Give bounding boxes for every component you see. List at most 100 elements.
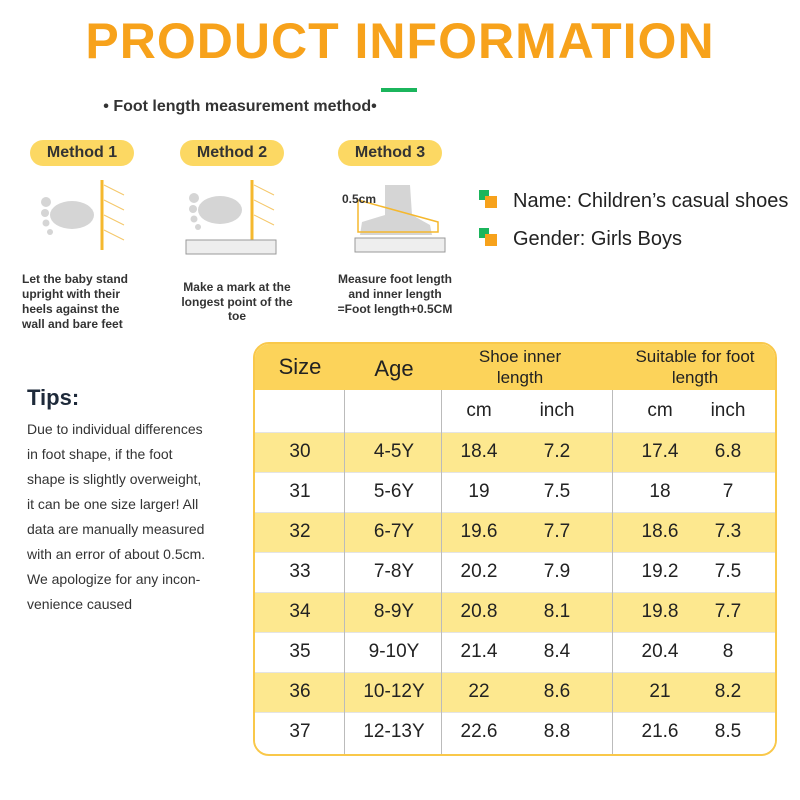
table-cell: 33 [289, 561, 311, 582]
method-text: heels against the [22, 302, 120, 316]
table-cell: 7.5 [543, 481, 571, 502]
row-bg [255, 512, 775, 553]
tip-text: in foot shape, if the foot [27, 446, 173, 462]
unit-cell: inch [710, 400, 746, 421]
table-cell: 21 [649, 681, 671, 702]
table-cell: 7.5 [714, 561, 742, 582]
table-cell: 19.2 [641, 561, 679, 582]
row-bg [255, 432, 775, 473]
row-bg [255, 632, 775, 673]
table-cell: 4-5Y [373, 441, 415, 462]
table-cell: 8.2 [714, 681, 742, 702]
tip-text: it can be one size larger! All [27, 496, 199, 512]
table-cell: 35 [289, 641, 311, 662]
subtitle: • Foot length measurement method• [103, 98, 377, 115]
icon [485, 196, 497, 208]
table-cell: 10-12Y [363, 681, 425, 702]
row-bg [255, 592, 775, 633]
table-cell: 9-10Y [368, 641, 420, 662]
header-cell: Suitable for foot length [635, 347, 755, 387]
divider [441, 390, 442, 754]
unit-cell: inch [539, 400, 575, 421]
table-cell: 18 [649, 481, 671, 502]
method-text: Make a mark at the [183, 280, 291, 294]
icon [479, 228, 489, 238]
accent-line [381, 88, 417, 92]
table-cell: 8.4 [543, 641, 571, 662]
method-label: Method 2 [180, 140, 284, 166]
annotation: 0.5cm [342, 192, 377, 206]
table-cell: 7-8Y [373, 561, 415, 582]
title: PRODUCT INFORMATION [85, 13, 715, 69]
header-cell: Size [278, 354, 322, 379]
table-cell: 31 [289, 481, 311, 502]
method-text: =Foot length+0.5CM [337, 302, 453, 316]
table-cell: 12-13Y [363, 721, 425, 742]
table-cell: 19.8 [641, 601, 679, 622]
table-cell: 18.4 [460, 441, 498, 462]
table-cell: 18.6 [641, 521, 679, 542]
tip-text: venience caused [27, 596, 133, 612]
table-cell: 8.5 [714, 721, 742, 742]
table-cell: 22.6 [460, 721, 498, 742]
table-cell: 17.4 [641, 441, 679, 462]
tips-title: Tips: [27, 385, 80, 410]
header-cell: Shoe inner length [478, 347, 562, 387]
table-cell: 34 [289, 601, 311, 622]
tip-text: data are manually measured [27, 521, 205, 537]
tip-text: shape is slightly overweight, [27, 471, 202, 487]
unit-cell: cm [647, 400, 673, 421]
table-cell: 8.8 [543, 721, 571, 742]
divider [612, 390, 613, 754]
tip-text: Due to individual differences [27, 421, 203, 437]
table-cell: 6-7Y [373, 521, 415, 542]
header-cell: Age [374, 356, 414, 381]
table-cell: 37 [289, 721, 311, 742]
tip-text: We apologize for any incon- [27, 571, 201, 587]
icon [485, 234, 497, 246]
table-cell: 21.4 [460, 641, 498, 662]
method-text: upright with their [22, 287, 120, 301]
info-text: Name: Children’s casual shoes [513, 190, 789, 212]
method-text: Measure foot length [337, 272, 452, 286]
method-text: Let the baby stand [22, 272, 129, 286]
table-cell: 21.6 [641, 721, 679, 742]
table-cell: 19.6 [460, 521, 498, 542]
table-cell: 19 [468, 481, 490, 502]
icon [479, 190, 489, 200]
method-text: and inner length [348, 287, 442, 301]
table-cell: 36 [289, 681, 311, 702]
unit-cell: cm [466, 400, 492, 421]
table-cell: 8-9Y [373, 601, 415, 622]
table-cell: 30 [289, 441, 311, 462]
table-cell: 6.8 [714, 441, 742, 462]
size-table: Size Age Shoe inner length Suitable for foo… [253, 342, 777, 756]
table-cell: 20.4 [641, 641, 679, 662]
method-label: Method 3 [338, 140, 442, 166]
table-cell: 7.9 [543, 561, 571, 582]
table-cell: 7.7 [543, 521, 571, 542]
row-bg [255, 472, 775, 513]
method-text: longest point of the toe [181, 295, 293, 323]
table-cell: 8.1 [543, 601, 571, 622]
table-cell: 8 [722, 641, 734, 662]
header-bg [255, 344, 775, 390]
table-cell: 8.6 [543, 681, 571, 702]
table-cell: 7 [722, 481, 734, 502]
row-bg [255, 672, 775, 713]
row-bg [255, 712, 775, 753]
method-label: Method 1 [30, 140, 134, 166]
table-cell: 20.2 [460, 561, 498, 582]
table-cell: 22 [468, 681, 490, 702]
method-text: wall and bare feet [22, 317, 123, 331]
info-text: Gender: Girls Boys [513, 228, 682, 250]
divider [344, 390, 345, 754]
table-cell: 7.3 [714, 521, 742, 542]
table-cell: 5-6Y [373, 481, 415, 502]
tip-text: with an error of about 0.5cm. [27, 546, 206, 562]
table-cell: 32 [289, 521, 311, 542]
table-cell: 7.2 [543, 441, 571, 462]
table-cell: 7.7 [714, 601, 742, 622]
method-illustrations [41, 180, 446, 255]
